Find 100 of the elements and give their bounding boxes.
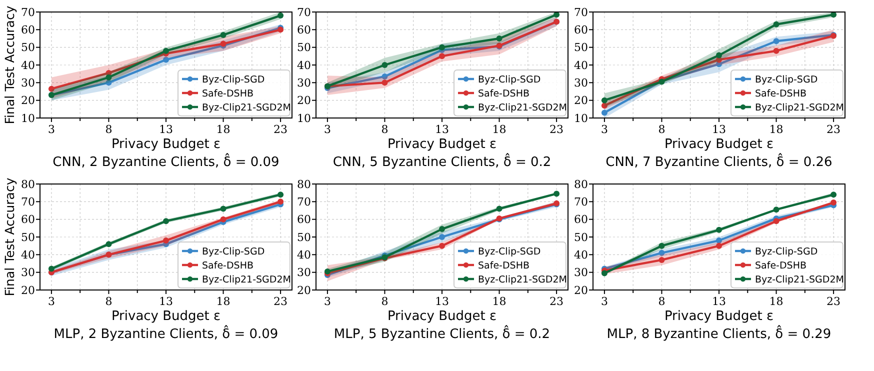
legend-label: Byz-Clip21-SGD2M: [478, 274, 567, 286]
point: [658, 250, 665, 256]
point: [163, 238, 169, 244]
x-tick-label: 18: [769, 123, 784, 136]
point: [220, 206, 226, 212]
legend-label: Safe-DSHB: [202, 260, 254, 272]
x-tick-label: 23: [550, 295, 564, 308]
x-tick-label: 23: [550, 123, 564, 136]
point: [773, 206, 780, 213]
x-tick-label: 13: [712, 123, 726, 136]
point: [716, 226, 722, 233]
y-tick-label: 70: [297, 6, 311, 19]
point: [773, 218, 780, 224]
x-tick-label: 13: [159, 123, 173, 136]
legend-label: Byz-Clip21-SGD2M: [202, 274, 291, 286]
x-tick-label: 3: [48, 295, 55, 308]
x-tick-label: 3: [600, 123, 608, 136]
y-tick-label: 50: [574, 41, 588, 54]
legend-label: Safe-DSHB: [755, 88, 806, 100]
legend-label: Safe-DSHB: [755, 260, 806, 272]
point: [220, 32, 226, 38]
y-tick-label: 30: [21, 76, 35, 90]
y-tick-label: 40: [574, 58, 588, 72]
text: MLP, 5 Byzantine Clients, δ̂ = 0.2: [334, 324, 550, 342]
y-tick-label: 20: [297, 284, 311, 297]
point: [163, 56, 169, 63]
y-tick-label: 60: [574, 24, 588, 37]
x-axis-title: Privacy Budget ε: [664, 137, 774, 152]
y-tick-label: 20: [297, 94, 311, 108]
legend-label: Byz-Clip21-SGD2M: [478, 102, 567, 114]
point: [439, 226, 445, 232]
x-tick-label: 13: [159, 295, 173, 308]
y-tick-label: 80: [297, 178, 311, 191]
y-tick-label: 50: [574, 230, 588, 244]
point: [601, 270, 608, 276]
x-tick-label: 13: [712, 295, 726, 308]
x-tick-label: 23: [274, 295, 288, 308]
point: [658, 256, 665, 263]
legend-label: Byz-Clip21-SGD2M: [202, 102, 291, 114]
y-tick-label: 60: [21, 24, 35, 37]
x-tick-label: 8: [658, 123, 666, 136]
x-tick-label: 18: [492, 295, 506, 308]
point: [382, 62, 388, 68]
point: [601, 102, 608, 109]
x-tick-label: 23: [274, 123, 288, 136]
legend-label: Byz-Clip-SGD: [202, 74, 265, 86]
y-tick-label: 20: [574, 284, 588, 297]
legend-label: Safe-DSHB: [202, 88, 254, 100]
point: [716, 242, 722, 249]
legend-label: Byz-Clip21-SGD2M: [755, 274, 844, 286]
x-tick-label: 18: [492, 123, 506, 136]
x-axis-title: Privacy Budget ε: [664, 309, 774, 324]
y-tick-label: 40: [574, 248, 588, 262]
y-tick-label: 20: [574, 94, 588, 108]
y-tick-label: 30: [574, 76, 588, 90]
x-axis-title: Privacy Budget ε: [111, 137, 221, 152]
y-tick-label: 40: [297, 248, 311, 262]
legend-label: Safe-DSHB: [478, 260, 530, 272]
legend-label: Byz-Clip-SGD: [755, 74, 818, 86]
point: [106, 74, 112, 80]
y-tick-label: 50: [297, 230, 311, 244]
y-tick-label: 30: [297, 76, 311, 90]
point: [163, 48, 169, 54]
point: [382, 73, 388, 80]
point: [382, 80, 388, 86]
y-tick-label: 60: [297, 24, 311, 37]
point: [106, 80, 112, 86]
y-tick-label: 50: [297, 41, 311, 54]
y-tick-label: 70: [297, 196, 311, 209]
y-tick-label: 70: [574, 196, 588, 209]
y-tick-label: 40: [21, 58, 35, 72]
y-tick-label: 40: [21, 248, 35, 262]
point: [439, 53, 445, 60]
y-tick-label: 20: [21, 284, 35, 297]
y-axis-title: Final Test Accuracy: [2, 177, 17, 296]
x-tick-label: 23: [826, 123, 841, 136]
y-tick-label: 10: [21, 112, 35, 125]
legend-label: Byz-Clip-SGD: [478, 74, 541, 86]
point: [439, 44, 445, 50]
point: [830, 192, 837, 198]
x-tick-label: 3: [600, 295, 608, 308]
point: [496, 206, 502, 212]
x-tick-label: 13: [435, 295, 449, 308]
x-tick-label: 8: [381, 123, 388, 136]
point: [658, 242, 665, 249]
text: CNN, 2 Byzantine Clients, δ̂ = 0.09: [52, 152, 280, 170]
y-tick-label: 70: [21, 6, 35, 19]
point: [278, 192, 284, 198]
x-tick-label: 8: [658, 295, 666, 308]
y-tick-label: 50: [21, 41, 35, 54]
x-tick-label: 3: [324, 123, 331, 136]
x-tick-label: 3: [48, 123, 55, 136]
x-axis-title: Privacy Budget ε: [111, 309, 221, 324]
point: [48, 266, 54, 272]
y-tick-label: 50: [21, 230, 35, 244]
text: MLP, 8 Byzantine Clients, δ̂ = 0.29: [606, 324, 832, 342]
legend-label: Byz-Clip21-SGD2M: [755, 102, 844, 114]
y-tick-label: 30: [574, 266, 588, 280]
x-tick-label: 18: [216, 123, 230, 136]
y-axis-title: Final Test Accuracy: [2, 5, 17, 124]
